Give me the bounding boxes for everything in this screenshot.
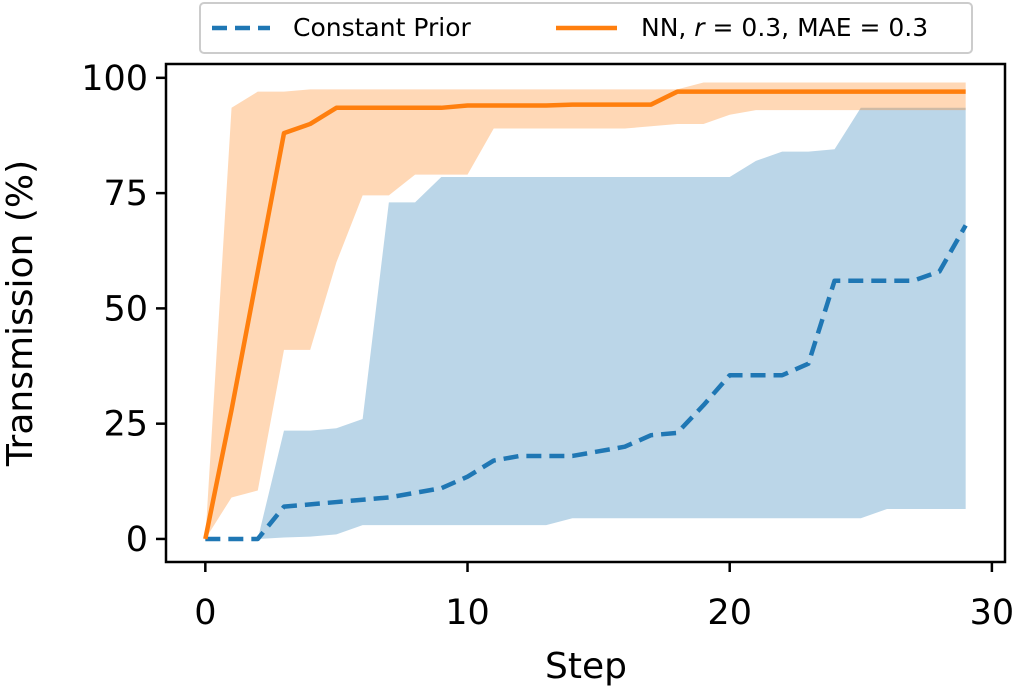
line-nn-r-0-3-mae-0-3	[203, 89, 966, 540]
x-tick-label: 20	[707, 593, 752, 633]
y-tick-label: 25	[103, 405, 148, 445]
legend-label-nn-rest: = 0.3, MAE = 0.3	[705, 13, 929, 42]
x-axis-ticks: 0 10 20 30	[194, 562, 1014, 633]
legend: Constant Prior NN, r = 0.3, MAE = 0.3	[199, 2, 973, 54]
y-tick-label: 100	[81, 59, 148, 99]
y-tick-label: 75	[103, 174, 148, 214]
legend-label-nn: NN, r = 0.3, MAE = 0.3	[641, 13, 928, 42]
line-constant-prior	[205, 224, 968, 542]
band-nn-r-0-3-mae-0-3	[205, 82, 966, 539]
y-axis-title: Transmission (%)	[0, 160, 41, 467]
legend-label-nn-r: r	[694, 13, 706, 42]
x-axis-title: Step	[545, 646, 627, 687]
plot-frame	[164, 62, 1007, 564]
legend-label-nn-prefix: NN,	[641, 13, 694, 42]
y-tick-label: 0	[126, 520, 148, 560]
x-tick-label: 10	[445, 593, 490, 633]
band-constant-prior	[205, 107, 966, 539]
series-lines	[203, 89, 968, 542]
x-tick-label: 30	[970, 593, 1015, 633]
x-tick-label: 0	[194, 593, 216, 633]
legend-label-constant-prior: Constant Prior	[293, 13, 471, 42]
y-tick-label: 50	[103, 289, 148, 329]
y-axis-ticks: 0 25 50 75 100	[81, 59, 166, 560]
confidence-bands	[205, 82, 966, 539]
